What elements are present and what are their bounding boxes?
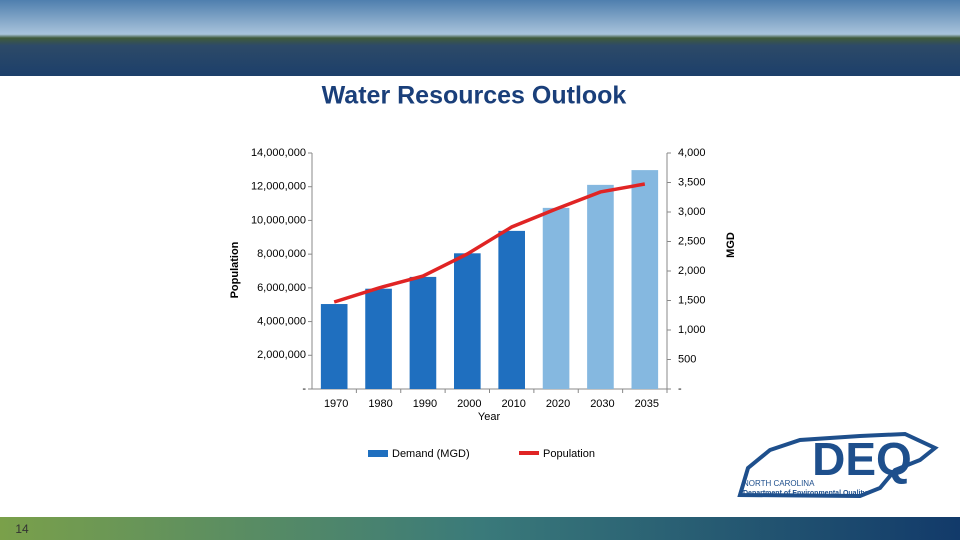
banner (0, 0, 960, 76)
logo-shape (737, 431, 939, 499)
y2-tick-label: - (678, 383, 682, 395)
x-tick-label: 1980 (368, 398, 392, 410)
y-tick-label: 10,000,000 (251, 214, 306, 226)
legend-label: Demand (MGD) (392, 448, 470, 460)
y2-axis-title: MGD (725, 232, 737, 258)
x-axis-title: Year (478, 411, 501, 423)
legend-label: Population (543, 448, 595, 460)
bar (542, 207, 570, 389)
y-tick-label: 8,000,000 (257, 248, 306, 260)
y-tick-label: - (302, 383, 306, 395)
logo-state: NORTH CAROLINA (743, 479, 815, 488)
x-tick-label: 2020 (546, 398, 570, 410)
x-tick-label: 1970 (324, 398, 348, 410)
chart-title: Water Resources Outlook (322, 82, 627, 110)
y-tick-label: 4,000,000 (257, 315, 306, 327)
bar (365, 288, 392, 389)
y2-tick-label: 3,500 (678, 176, 706, 188)
page-number: 14 (15, 522, 29, 536)
legend-swatch (519, 451, 539, 455)
bar (498, 230, 525, 389)
x-tick-label: 2035 (635, 398, 659, 410)
bar (409, 276, 437, 389)
bar (320, 304, 348, 389)
x-tick-label: 2000 (457, 398, 481, 410)
y-axis-title: Population (229, 241, 241, 298)
bar (454, 253, 481, 389)
x-tick-label: 1990 (413, 398, 437, 410)
logo: DEQ NORTH CAROLINA Department of Environ… (737, 431, 939, 499)
y-tick-label: 6,000,000 (257, 282, 306, 294)
y2-tick-label: 1,500 (678, 294, 706, 306)
y-tick-label: 12,000,000 (251, 181, 306, 193)
bar (587, 184, 614, 389)
y2-tick-label: 500 (678, 353, 696, 365)
y2-tick-label: 2,000 (678, 265, 706, 277)
line (333, 182, 646, 304)
bar (631, 170, 659, 389)
legend-swatch (368, 450, 388, 457)
logo-mark: DEQ (812, 433, 912, 485)
y2-tick-label: 4,000 (678, 147, 706, 159)
y2-tick-label: 2,500 (678, 235, 706, 247)
y-tick-label: 2,000,000 (257, 349, 306, 361)
footer-bar (0, 517, 960, 540)
y2-tick-label: 3,000 (678, 206, 706, 218)
y2-tick-label: 1,000 (678, 324, 706, 336)
x-tick-label: 2030 (590, 398, 614, 410)
x-tick-label: 2010 (501, 398, 525, 410)
y-tick-label: 14,000,000 (251, 147, 306, 159)
logo-agency: Department of Environmental Quality (743, 490, 867, 497)
